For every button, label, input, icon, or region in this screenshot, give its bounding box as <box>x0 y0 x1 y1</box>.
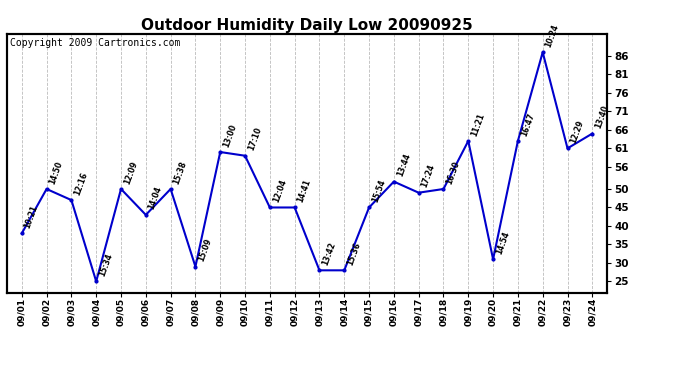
Text: 15:34: 15:34 <box>97 252 114 278</box>
Text: 14:04: 14:04 <box>147 185 164 211</box>
Text: 13:44: 13:44 <box>395 152 412 178</box>
Text: 14:54: 14:54 <box>494 230 511 255</box>
Text: 10:21: 10:21 <box>23 204 40 230</box>
Text: 17:24: 17:24 <box>420 163 437 189</box>
Text: Copyright 2009 Cartronics.com: Copyright 2009 Cartronics.com <box>10 38 180 48</box>
Text: 12:16: 12:16 <box>72 171 89 196</box>
Text: 15:09: 15:09 <box>197 237 213 263</box>
Text: 16:30: 16:30 <box>445 159 462 185</box>
Text: 10:24: 10:24 <box>544 23 561 48</box>
Text: 16:47: 16:47 <box>519 111 536 137</box>
Text: 15:38: 15:38 <box>172 159 188 185</box>
Text: 14:50: 14:50 <box>48 160 64 185</box>
Text: 15:54: 15:54 <box>371 178 387 204</box>
Text: 17:10: 17:10 <box>246 126 263 152</box>
Text: 14:41: 14:41 <box>296 178 313 204</box>
Text: 11:21: 11:21 <box>469 111 486 137</box>
Title: Outdoor Humidity Daily Low 20090925: Outdoor Humidity Daily Low 20090925 <box>141 18 473 33</box>
Text: 15:36: 15:36 <box>346 241 362 267</box>
Text: 13:00: 13:00 <box>221 123 238 148</box>
Text: 13:40: 13:40 <box>593 104 610 130</box>
Text: 12:29: 12:29 <box>569 119 585 145</box>
Text: 12:09: 12:09 <box>122 159 139 185</box>
Text: 12:04: 12:04 <box>271 178 288 204</box>
Text: 13:42: 13:42 <box>321 241 337 267</box>
